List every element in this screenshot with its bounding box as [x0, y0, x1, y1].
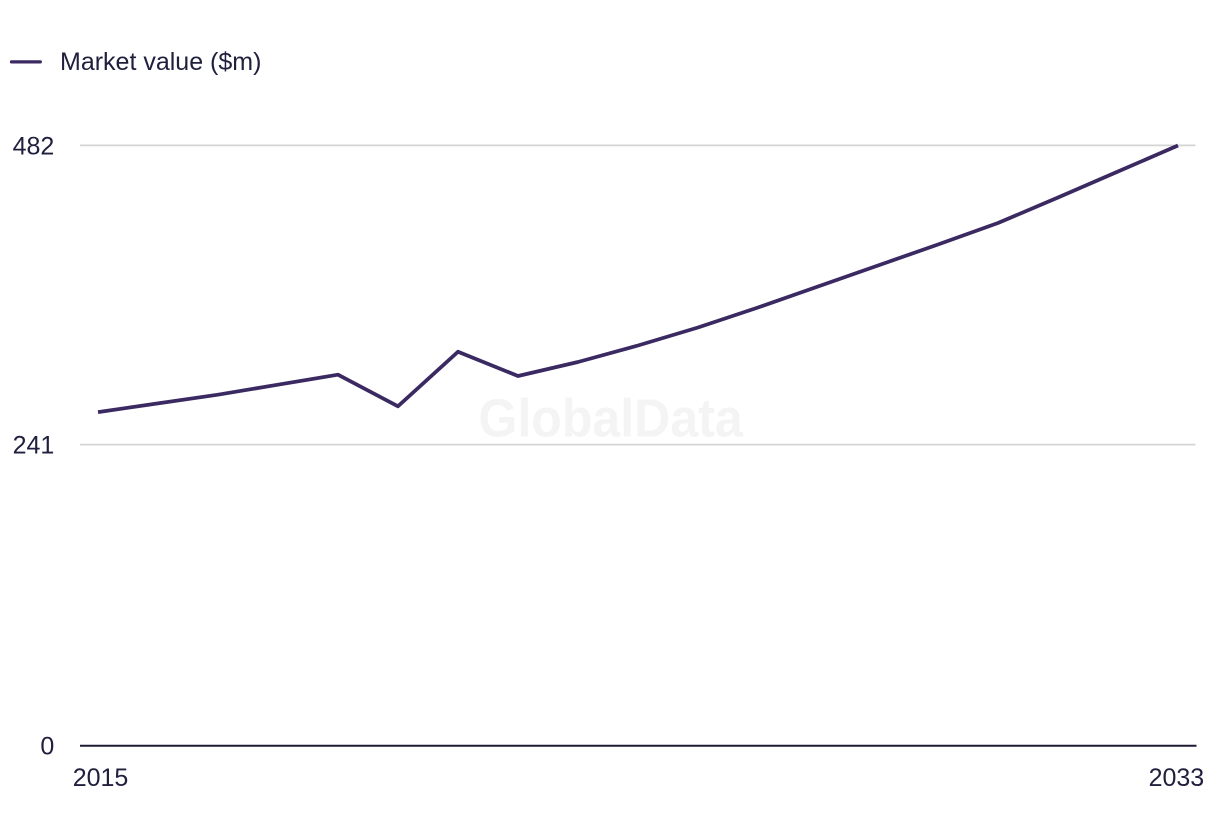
svg-text:GlobalData: GlobalData — [478, 389, 743, 449]
svg-text:Market value ($m): Market value ($m) — [60, 48, 261, 76]
svg-text:2033: 2033 — [1149, 764, 1205, 792]
svg-text:2015: 2015 — [73, 764, 129, 792]
svg-text:482: 482 — [13, 132, 55, 160]
svg-text:241: 241 — [13, 432, 55, 460]
svg-text:0: 0 — [40, 733, 54, 761]
